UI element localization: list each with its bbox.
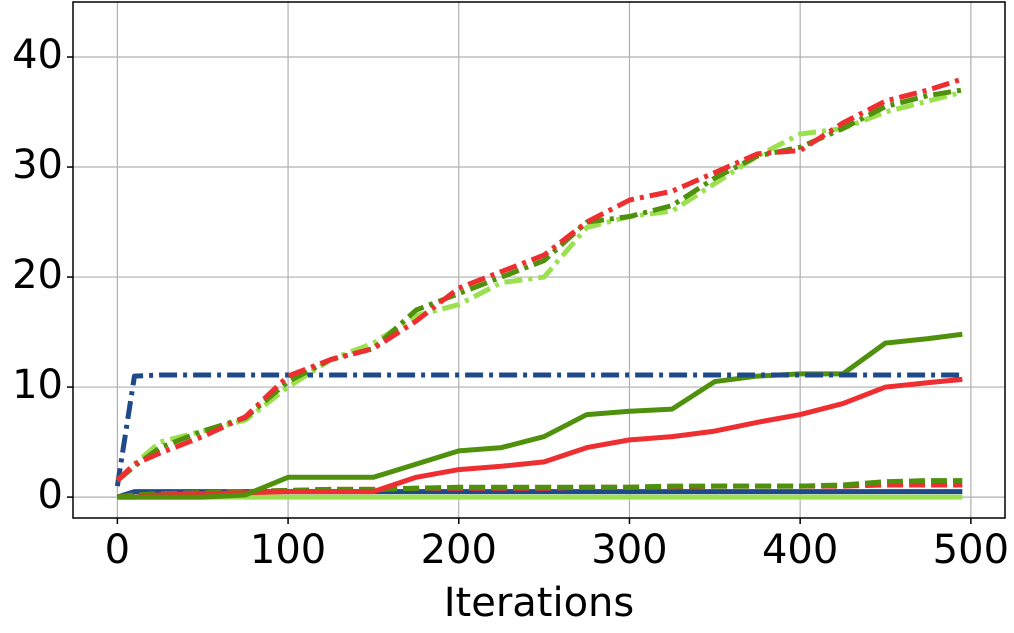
x-tick-label: 200 <box>421 527 497 573</box>
plot-frame <box>72 1 1006 519</box>
x-tick-label: 500 <box>933 527 1009 573</box>
series-line <box>115 76 964 483</box>
x-tick-label: 400 <box>762 527 838 573</box>
y-tick-label: 40 <box>12 32 63 78</box>
y-tick-label: 30 <box>12 142 63 188</box>
series-line <box>115 89 963 483</box>
x-tick-label: 100 <box>250 527 326 573</box>
series-line <box>117 478 963 500</box>
series-line <box>117 376 963 500</box>
x-axis-label: Iterations <box>444 580 635 626</box>
y-tick-label: 20 <box>12 252 63 298</box>
x-tick-label: 0 <box>105 527 130 573</box>
y-tick-label: 0 <box>38 472 63 518</box>
y-tick-label: 10 <box>12 362 63 408</box>
series-line <box>114 372 963 487</box>
x-tick-label: 300 <box>591 527 667 573</box>
